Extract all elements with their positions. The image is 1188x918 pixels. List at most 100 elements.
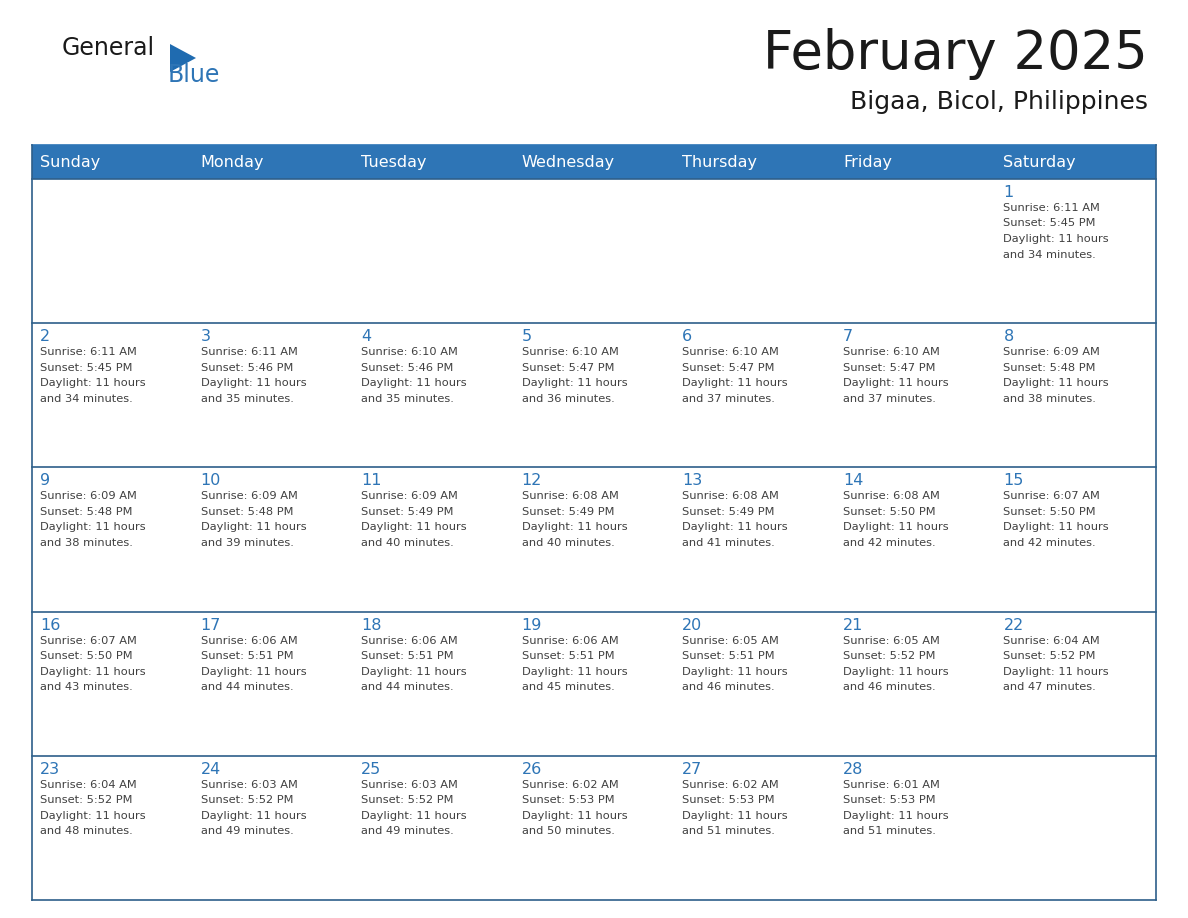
Text: 9: 9	[40, 474, 50, 488]
Text: Daylight: 11 hours: Daylight: 11 hours	[201, 811, 307, 821]
Text: Sunrise: 6:05 AM: Sunrise: 6:05 AM	[682, 635, 779, 645]
Text: February 2025: February 2025	[763, 28, 1148, 80]
Text: Sunrise: 6:05 AM: Sunrise: 6:05 AM	[842, 635, 940, 645]
Text: Sunset: 5:51 PM: Sunset: 5:51 PM	[522, 651, 614, 661]
Text: Sunset: 5:52 PM: Sunset: 5:52 PM	[40, 795, 133, 805]
Text: Sunrise: 6:02 AM: Sunrise: 6:02 AM	[522, 779, 619, 789]
Text: and 45 minutes.: and 45 minutes.	[522, 682, 614, 692]
Text: Sunrise: 6:10 AM: Sunrise: 6:10 AM	[361, 347, 459, 357]
Text: Sunrise: 6:01 AM: Sunrise: 6:01 AM	[842, 779, 940, 789]
Text: Daylight: 11 hours: Daylight: 11 hours	[842, 811, 948, 821]
Text: Sunrise: 6:09 AM: Sunrise: 6:09 AM	[201, 491, 297, 501]
Text: Daylight: 11 hours: Daylight: 11 hours	[522, 378, 627, 388]
Bar	[32, 179, 1156, 323]
Text: and 38 minutes.: and 38 minutes.	[40, 538, 133, 548]
Text: and 36 minutes.: and 36 minutes.	[522, 394, 614, 404]
Text: Daylight: 11 hours: Daylight: 11 hours	[40, 811, 146, 821]
Text: Daylight: 11 hours: Daylight: 11 hours	[1004, 522, 1110, 532]
Text: Bigaa, Bicol, Philippines: Bigaa, Bicol, Philippines	[849, 90, 1148, 114]
Text: 5: 5	[522, 330, 532, 344]
Text: Daylight: 11 hours: Daylight: 11 hours	[201, 522, 307, 532]
Text: and 44 minutes.: and 44 minutes.	[201, 682, 293, 692]
Text: Daylight: 11 hours: Daylight: 11 hours	[682, 666, 788, 677]
Text: Sunrise: 6:06 AM: Sunrise: 6:06 AM	[201, 635, 297, 645]
Text: 7: 7	[842, 330, 853, 344]
Text: Daylight: 11 hours: Daylight: 11 hours	[361, 378, 467, 388]
Text: and 44 minutes.: and 44 minutes.	[361, 682, 454, 692]
Text: 10: 10	[201, 474, 221, 488]
Text: Sunset: 5:51 PM: Sunset: 5:51 PM	[201, 651, 293, 661]
Text: and 49 minutes.: and 49 minutes.	[201, 826, 293, 836]
Text: and 42 minutes.: and 42 minutes.	[1004, 538, 1097, 548]
Text: Sunset: 5:47 PM: Sunset: 5:47 PM	[522, 363, 614, 373]
Text: Sunrise: 6:07 AM: Sunrise: 6:07 AM	[40, 635, 137, 645]
Text: Sunrise: 6:10 AM: Sunrise: 6:10 AM	[682, 347, 779, 357]
Text: 1: 1	[1004, 185, 1013, 200]
Text: 25: 25	[361, 762, 381, 777]
Text: and 48 minutes.: and 48 minutes.	[40, 826, 133, 836]
Text: Daylight: 11 hours: Daylight: 11 hours	[522, 811, 627, 821]
Text: and 50 minutes.: and 50 minutes.	[522, 826, 614, 836]
Text: Sunset: 5:53 PM: Sunset: 5:53 PM	[842, 795, 935, 805]
Text: Daylight: 11 hours: Daylight: 11 hours	[361, 811, 467, 821]
Polygon shape	[170, 44, 196, 72]
Text: Sunset: 5:53 PM: Sunset: 5:53 PM	[682, 795, 775, 805]
Text: and 41 minutes.: and 41 minutes.	[682, 538, 775, 548]
Text: 23: 23	[40, 762, 61, 777]
Text: Sunrise: 6:10 AM: Sunrise: 6:10 AM	[522, 347, 619, 357]
Text: 20: 20	[682, 618, 702, 633]
Text: Monday: Monday	[201, 154, 264, 170]
Text: Sunrise: 6:04 AM: Sunrise: 6:04 AM	[40, 779, 137, 789]
Text: 17: 17	[201, 618, 221, 633]
Text: Sunset: 5:46 PM: Sunset: 5:46 PM	[361, 363, 454, 373]
Text: Sunset: 5:51 PM: Sunset: 5:51 PM	[682, 651, 775, 661]
Text: Sunrise: 6:08 AM: Sunrise: 6:08 AM	[522, 491, 619, 501]
Text: Sunrise: 6:09 AM: Sunrise: 6:09 AM	[1004, 347, 1100, 357]
Text: Sunset: 5:47 PM: Sunset: 5:47 PM	[842, 363, 935, 373]
Text: 3: 3	[201, 330, 210, 344]
Text: 26: 26	[522, 762, 542, 777]
Text: Daylight: 11 hours: Daylight: 11 hours	[842, 522, 948, 532]
Text: and 46 minutes.: and 46 minutes.	[682, 682, 775, 692]
Text: Sunrise: 6:03 AM: Sunrise: 6:03 AM	[361, 779, 459, 789]
Text: Sunrise: 6:02 AM: Sunrise: 6:02 AM	[682, 779, 779, 789]
Text: 18: 18	[361, 618, 381, 633]
Bar	[32, 323, 1156, 467]
Text: Sunrise: 6:03 AM: Sunrise: 6:03 AM	[201, 779, 297, 789]
Text: 24: 24	[201, 762, 221, 777]
Text: 12: 12	[522, 474, 542, 488]
Text: 2: 2	[40, 330, 50, 344]
Text: Saturday: Saturday	[1004, 154, 1076, 170]
Text: Daylight: 11 hours: Daylight: 11 hours	[1004, 666, 1110, 677]
Text: Daylight: 11 hours: Daylight: 11 hours	[842, 378, 948, 388]
Text: 21: 21	[842, 618, 864, 633]
Text: and 51 minutes.: and 51 minutes.	[682, 826, 776, 836]
Text: Sunday: Sunday	[40, 154, 100, 170]
Text: 14: 14	[842, 474, 864, 488]
Text: 6: 6	[682, 330, 693, 344]
Text: Daylight: 11 hours: Daylight: 11 hours	[1004, 234, 1110, 244]
Text: and 34 minutes.: and 34 minutes.	[40, 394, 133, 404]
Text: Friday: Friday	[842, 154, 892, 170]
Text: Sunset: 5:53 PM: Sunset: 5:53 PM	[522, 795, 614, 805]
Text: Sunset: 5:46 PM: Sunset: 5:46 PM	[201, 363, 293, 373]
Text: Sunset: 5:50 PM: Sunset: 5:50 PM	[842, 507, 935, 517]
Text: Sunset: 5:52 PM: Sunset: 5:52 PM	[201, 795, 293, 805]
Text: and 37 minutes.: and 37 minutes.	[682, 394, 776, 404]
Text: Daylight: 11 hours: Daylight: 11 hours	[361, 522, 467, 532]
Text: Sunrise: 6:08 AM: Sunrise: 6:08 AM	[682, 491, 779, 501]
Text: and 49 minutes.: and 49 minutes.	[361, 826, 454, 836]
Text: Sunset: 5:50 PM: Sunset: 5:50 PM	[1004, 507, 1097, 517]
Text: Sunrise: 6:10 AM: Sunrise: 6:10 AM	[842, 347, 940, 357]
Text: 13: 13	[682, 474, 702, 488]
Text: and 46 minutes.: and 46 minutes.	[842, 682, 935, 692]
Text: Sunset: 5:52 PM: Sunset: 5:52 PM	[1004, 651, 1097, 661]
Text: Daylight: 11 hours: Daylight: 11 hours	[522, 666, 627, 677]
Text: Daylight: 11 hours: Daylight: 11 hours	[682, 522, 788, 532]
Bar	[32, 145, 1156, 179]
Text: Sunset: 5:51 PM: Sunset: 5:51 PM	[361, 651, 454, 661]
Text: General: General	[62, 36, 156, 60]
Text: Daylight: 11 hours: Daylight: 11 hours	[40, 522, 146, 532]
Text: Thursday: Thursday	[682, 154, 757, 170]
Text: Sunset: 5:45 PM: Sunset: 5:45 PM	[1004, 218, 1097, 229]
